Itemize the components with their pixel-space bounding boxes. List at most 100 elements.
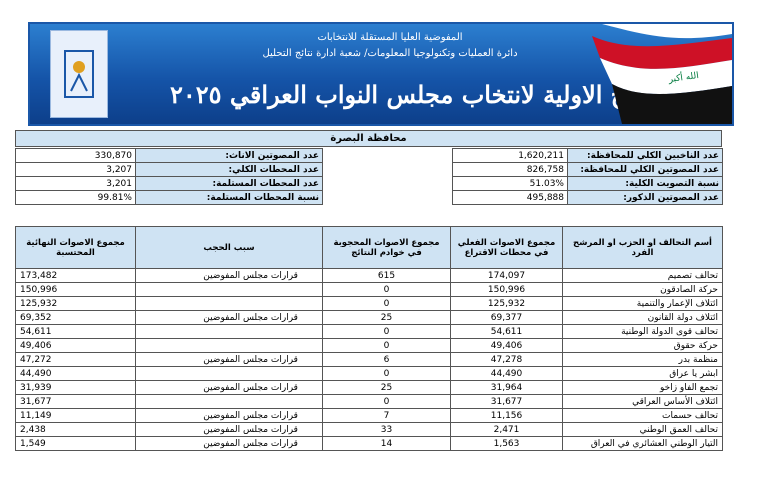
table-cell: 1,549 bbox=[15, 436, 136, 451]
table-cell: 1,563 bbox=[450, 436, 563, 451]
column-header: مجموع الاصوات الفعلي في محطات الاقتراع bbox=[450, 226, 563, 269]
summary-label: نسبة المحطات المستلمة: bbox=[135, 190, 323, 205]
table-cell: 0 bbox=[322, 394, 451, 409]
table-cell: 47,272 bbox=[15, 352, 136, 367]
province-header: محافظة البصرة bbox=[15, 130, 722, 147]
table-row: منظمة بدر 47,278 6 قرارات مجلس المفوضين 47,2… bbox=[15, 352, 723, 367]
table-cell: التيار الوطني العشائري في العراق bbox=[562, 436, 723, 451]
table-cell: 25 bbox=[322, 380, 451, 395]
table-cell: 69,377 bbox=[450, 310, 563, 325]
table-cell bbox=[135, 296, 323, 311]
table-cell: 44,490 bbox=[450, 366, 563, 381]
summary-value: 3,207 bbox=[15, 162, 136, 177]
table-cell: 150,996 bbox=[450, 282, 563, 297]
summary-row: عدد المصوتين الكلي للمحافظة: 826,758 عدد ا… bbox=[15, 162, 723, 177]
summary-label: عدد الناخبين الكلي للمحافظة: bbox=[567, 148, 723, 163]
iraq-flag: الله أكبر bbox=[592, 24, 732, 124]
summary-row: نسبة التصويت الكلية: 51.03% عدد المحطات ال… bbox=[15, 176, 723, 191]
table-cell: قرارات مجلس المفوضين bbox=[135, 352, 323, 367]
column-header: مجموع الاصوات المحجوبة في خوادم النتائج bbox=[322, 226, 451, 269]
table-cell: تحالف تصميم bbox=[562, 268, 723, 283]
table-cell bbox=[135, 324, 323, 339]
table-row: التيار الوطني العشائري في العراق 1,563 14 ق… bbox=[15, 436, 723, 451]
results-table: أسم التحالف او الحزب او المرشح الفرد مجمو… bbox=[15, 226, 723, 451]
table-cell: 31,677 bbox=[15, 394, 136, 409]
table-cell: 31,939 bbox=[15, 380, 136, 395]
table-row: حركة الصادقون 150,996 0 150,996 bbox=[15, 282, 723, 297]
summary-label: عدد المصوتين الاناث: bbox=[135, 148, 323, 163]
table-cell: ائتلاف الإعمار والتنمية bbox=[562, 296, 723, 311]
table-cell: 0 bbox=[322, 282, 451, 297]
table-cell: ابشر يا عراق bbox=[562, 366, 723, 381]
table-row: ائتلاف دولة القانون 69,377 25 قرارات مجلس ا… bbox=[15, 310, 723, 325]
table-cell: 6 bbox=[322, 352, 451, 367]
table-row: حركة حقوق 49,406 0 49,406 bbox=[15, 338, 723, 353]
table-cell bbox=[135, 366, 323, 381]
table-row: تحالف حسمات 11,156 7 قرارات مجلس المفوضين 11… bbox=[15, 408, 723, 423]
summary-value: 495,888 bbox=[452, 190, 568, 205]
table-row: تحالف تصميم 174,097 615 قرارات مجلس المفوضي… bbox=[15, 268, 723, 283]
table-cell: 49,406 bbox=[15, 338, 136, 353]
table-row: تجمع الفاو زاخو 31,964 25 قرارات مجلس المفو… bbox=[15, 380, 723, 395]
spacer bbox=[323, 149, 453, 163]
summary-label: نسبة التصويت الكلية: bbox=[567, 176, 723, 191]
spacer bbox=[323, 177, 453, 191]
banner: المفوضية العليا المستقلة للانتخابات دائر… bbox=[28, 22, 734, 126]
table-cell: قرارات مجلس المفوضين bbox=[135, 436, 323, 451]
summary-label: عدد المحطات المستلمة: bbox=[135, 176, 323, 191]
summary-value: 51.03% bbox=[452, 176, 568, 191]
logo-icon bbox=[64, 50, 94, 98]
table-cell: 615 bbox=[322, 268, 451, 283]
table-cell: تجمع الفاو زاخو bbox=[562, 380, 723, 395]
table-cell: 44,490 bbox=[15, 366, 136, 381]
table-cell: ائتلاف الأساس العراقي bbox=[562, 394, 723, 409]
table-cell bbox=[135, 394, 323, 409]
summary-value: 99.81% bbox=[15, 190, 136, 205]
table-cell: قرارات مجلس المفوضين bbox=[135, 408, 323, 423]
table-cell: 2,438 bbox=[15, 422, 136, 437]
summary-row: عدد المصوتين الذكور: 495,888 نسبة المحطات … bbox=[15, 190, 723, 205]
table-cell: 174,097 bbox=[450, 268, 563, 283]
table-cell: 11,156 bbox=[450, 408, 563, 423]
table-cell: 125,932 bbox=[15, 296, 136, 311]
table-cell: 0 bbox=[322, 296, 451, 311]
summary-value: 330,870 bbox=[15, 148, 136, 163]
table-cell: 49,406 bbox=[450, 338, 563, 353]
summary-label: عدد المصوتين الذكور: bbox=[567, 190, 723, 205]
table-cell: 31,677 bbox=[450, 394, 563, 409]
table-cell: 33 bbox=[322, 422, 451, 437]
table-cell: تحالف العمق الوطني bbox=[562, 422, 723, 437]
summary-label: عدد المصوتين الكلي للمحافظة: bbox=[567, 162, 723, 177]
table-cell: 2,471 bbox=[450, 422, 563, 437]
spacer bbox=[323, 163, 453, 177]
table-cell: حركة حقوق bbox=[562, 338, 723, 353]
table-row: ائتلاف الإعمار والتنمية 125,932 0 125,932 bbox=[15, 296, 723, 311]
table-cell: 54,611 bbox=[450, 324, 563, 339]
summary-row: عدد الناخبين الكلي للمحافظة: 1,620,211 عدد… bbox=[15, 148, 723, 163]
table-row: ابشر يا عراق 44,490 0 44,490 bbox=[15, 366, 723, 381]
table-cell: 0 bbox=[322, 338, 451, 353]
table-cell: 7 bbox=[322, 408, 451, 423]
table-cell: 47,278 bbox=[450, 352, 563, 367]
table-cell: 0 bbox=[322, 366, 451, 381]
table-cell: 150,996 bbox=[15, 282, 136, 297]
table-cell: 11,149 bbox=[15, 408, 136, 423]
column-header: أسم التحالف او الحزب او المرشح الفرد bbox=[562, 226, 723, 269]
table-cell: قرارات مجلس المفوضين bbox=[135, 310, 323, 325]
table-cell: منظمة بدر bbox=[562, 352, 723, 367]
table-cell bbox=[135, 282, 323, 297]
table-cell: 31,964 bbox=[450, 380, 563, 395]
table-cell: تحالف حسمات bbox=[562, 408, 723, 423]
summary-value: 1,620,211 bbox=[452, 148, 568, 163]
table-cell: قرارات مجلس المفوضين bbox=[135, 268, 323, 283]
logo bbox=[50, 30, 108, 118]
table-row: ائتلاف الأساس العراقي 31,677 0 31,677 bbox=[15, 394, 723, 409]
table-cell: 173,482 bbox=[15, 268, 136, 283]
summary-label: عدد المحطات الكلي: bbox=[135, 162, 323, 177]
banner-title: النتائج الاولية لانتخاب مجلس النواب العر… bbox=[170, 80, 669, 109]
column-header: سبب الحجب bbox=[135, 226, 323, 269]
spacer bbox=[323, 191, 453, 205]
table-cell: 0 bbox=[322, 324, 451, 339]
table-row: تحالف قوى الدولة الوطنية 54,611 0 54,611 bbox=[15, 324, 723, 339]
